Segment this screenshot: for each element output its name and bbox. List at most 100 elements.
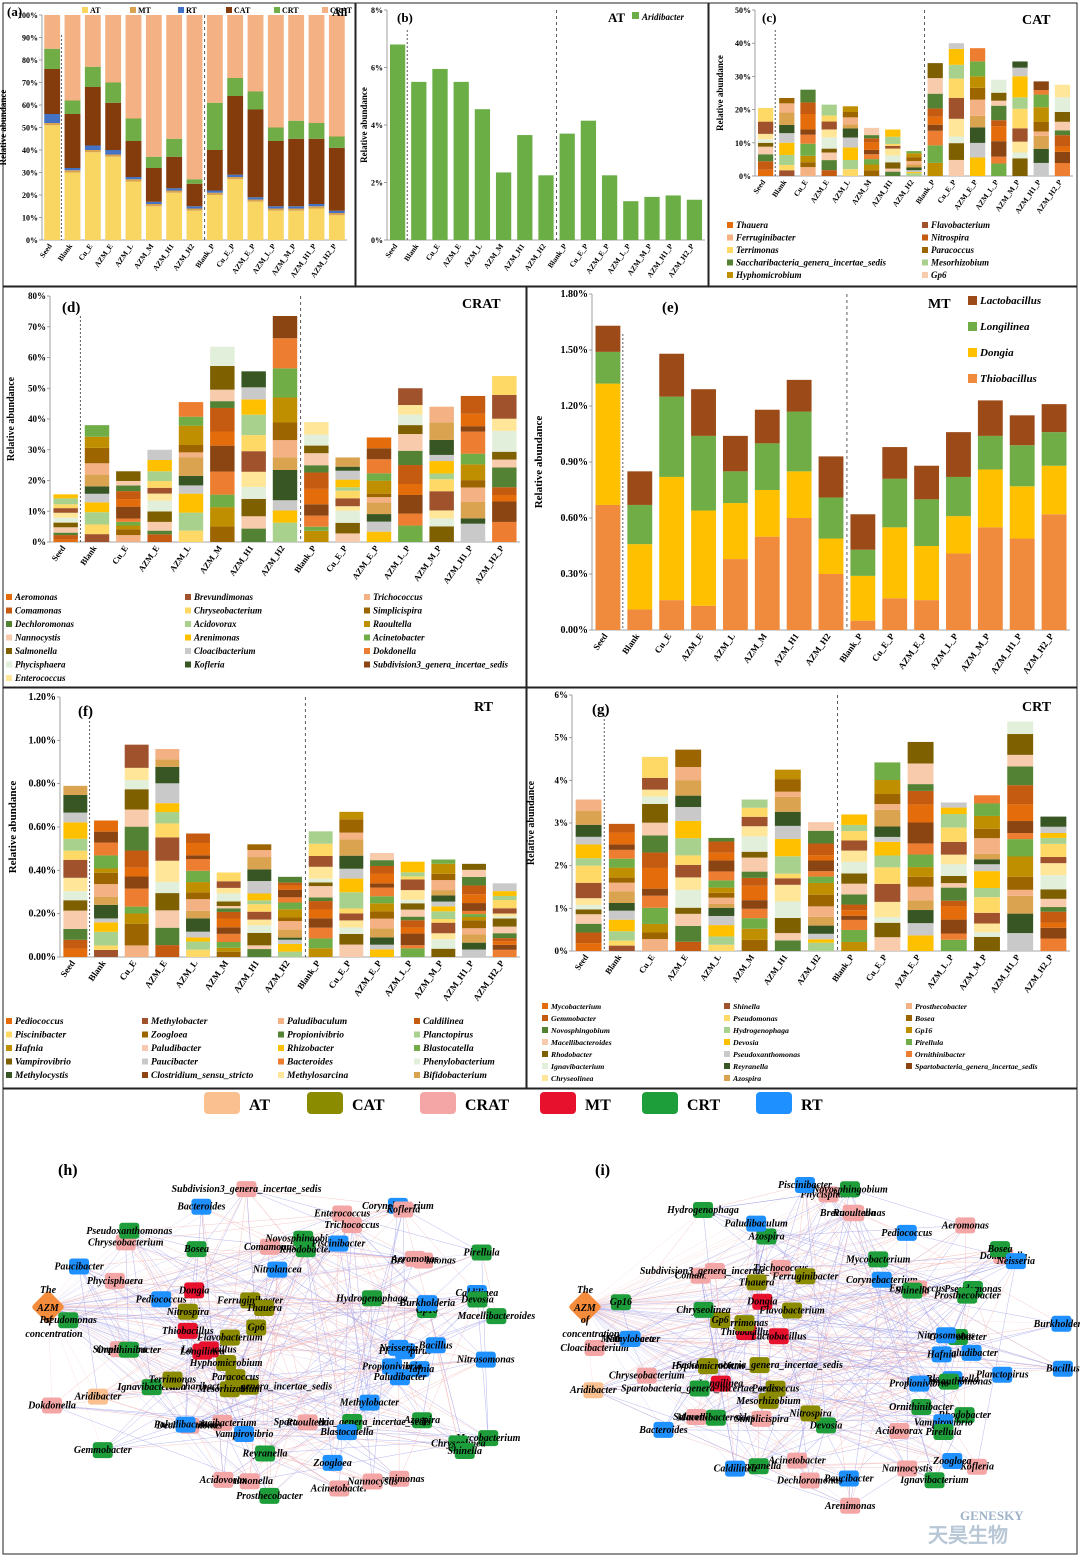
network-node-label: Paludibacter [374,1372,427,1383]
bar-segment [308,831,333,844]
bar-segment [821,148,837,153]
bar-segment [178,485,204,494]
y-tick-label: 1% [555,903,569,913]
bar-crt [125,118,142,141]
network-node-label: Azospira [403,1415,440,1426]
bar-segment [272,397,298,423]
network-edge [47,1306,459,1444]
bar [686,199,703,240]
bar-segment [940,802,967,808]
network-node-label: Arenimonas [824,1501,876,1512]
bar-rt [247,197,264,200]
y-tick-label: 10% [735,139,751,148]
network-legend-label: CAT [352,1097,385,1114]
network-edge [943,1261,1017,1423]
bar-crat [186,15,203,180]
d-legend-label: Kofleria [193,660,225,670]
bar-segment [400,920,425,928]
bar-segment [1007,856,1034,877]
network-edge [663,1429,810,1481]
bar-segment [178,475,204,486]
bar-cat [186,183,203,207]
bar-segment [1040,927,1067,939]
bar-segment [247,949,272,957]
bar-segment [216,918,241,928]
network-node-label: Neisseria [996,1256,1035,1267]
g-legend-label: Ornithinibacter [915,1050,966,1059]
bar-segment [940,854,967,865]
bar-segment [940,900,967,907]
bar-crt [206,102,223,150]
bar-segment [927,108,943,117]
bar-segment [1007,766,1034,786]
d-legend-swatch [364,648,370,654]
bar-rt [308,204,325,207]
bar-segment [216,901,241,907]
network-node-label: Gp6 [712,1315,729,1326]
bar-segment [774,791,801,797]
bar-segment [907,843,934,855]
network-edge [746,1288,918,1333]
bar-segment [241,498,266,517]
x-tick-label: AZM_M [741,631,769,665]
bar-segment [304,453,329,466]
bar-segment [278,889,302,898]
bar [665,195,681,240]
network-node-label: Chryseolinea [676,1305,730,1316]
bar-segment [906,161,922,165]
c-legend-label: Gp6 [931,270,947,280]
network-edge [758,1225,966,1467]
bar-segment [462,894,486,904]
network-edge [584,1184,806,1308]
bar-segment [907,876,934,887]
network-node [104,1272,125,1289]
d-legend-label: Comamonas [15,606,62,616]
bar-segment [462,949,486,957]
f-legend-label: Planctopirus [423,1031,473,1041]
bar-segment [757,133,774,140]
y-tick-label: 1.80% [561,289,589,300]
x-tick-label: AZM_E_P [352,958,384,998]
y-tick-label: 1.20% [561,401,589,412]
chart-title: All [332,5,348,19]
bar-segment [741,807,768,817]
network-node [486,1308,507,1325]
bar-segment [155,823,180,838]
network-hub-label: concentration [562,1329,620,1340]
bar-segment [366,473,392,481]
x-tick-label: AZM_H2 [262,958,292,994]
legend-label: Aridibacter [641,12,684,22]
bar [453,81,469,240]
x-tick-label: AZM_M_P [412,958,446,1000]
bar-lactobacillus [882,447,908,479]
bar-segment [53,508,78,513]
bar-segment [774,856,801,874]
bar-segment [808,916,834,926]
bar-segment [216,951,241,957]
bar-segment [431,918,456,923]
network-node-label: Shinella [895,1286,929,1297]
x-tick-label: Blank_P [837,631,864,664]
bar-at [267,210,284,240]
bar-segment [116,491,141,500]
network-edge [584,1306,716,1418]
g-legend-label: Macellibacteroides [550,1038,612,1047]
bar-segment [675,838,702,856]
f-legend-label: Hafnia [14,1044,43,1054]
network-node [225,1369,246,1386]
bar-crt [288,120,305,139]
network-node-label: Ferruginibacter [216,1295,283,1306]
bar-segment [155,910,180,928]
network-node-label: Pirellula [925,1427,961,1438]
x-tick-label: AZM_E [143,958,169,990]
network-edge [584,1189,851,1308]
bar-segment [460,395,486,414]
network-node-label: Chryseobacterium [88,1237,164,1248]
chart-title: CAT [1022,13,1051,28]
network-node-label: Pseudoxanthomonas [86,1226,172,1237]
network-edge [427,1303,466,1452]
bar-segment [808,855,834,861]
bar-segment [575,799,602,812]
network-edge [584,1209,704,1308]
bar-segment [304,530,329,542]
